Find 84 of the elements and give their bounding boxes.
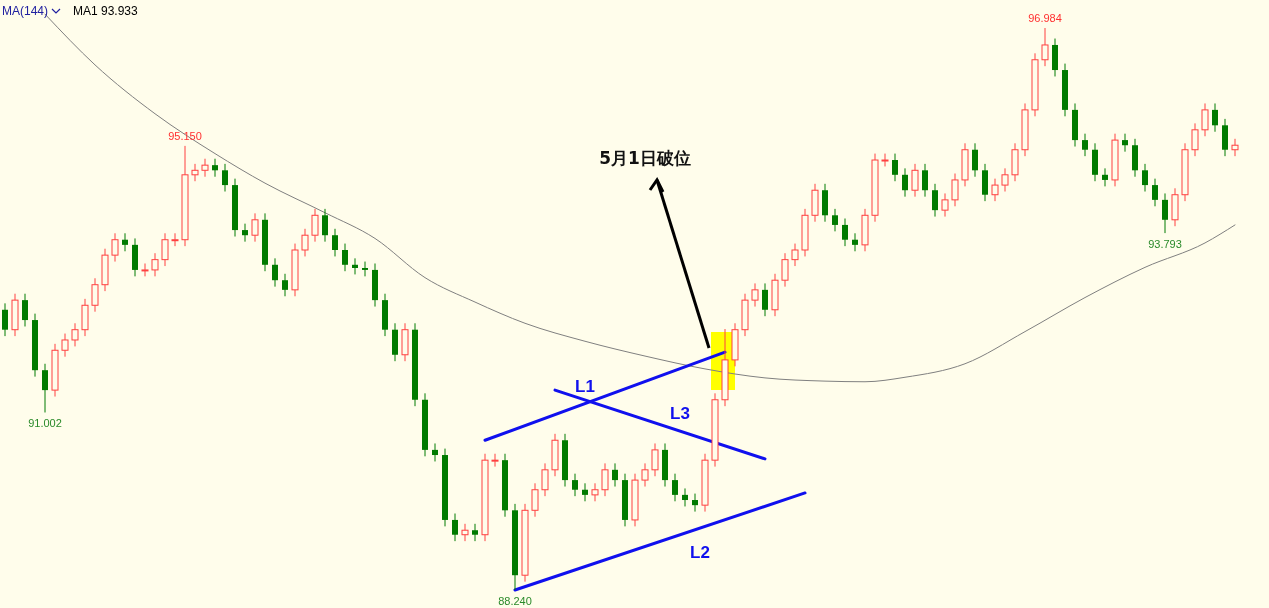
- candlestick: [212, 158, 218, 178]
- candlestick: [751, 282, 759, 308]
- candlestick: [902, 167, 908, 198]
- candlestick: [452, 513, 458, 542]
- candlestick: [461, 523, 469, 542]
- candlestick: [472, 523, 478, 542]
- candlestick: [201, 158, 209, 178]
- series-label: L3: [670, 404, 690, 424]
- candlestick: [881, 153, 889, 167]
- candlestick: [161, 232, 169, 267]
- candlestick: [1191, 122, 1199, 157]
- candlestick: [951, 173, 959, 207]
- candlestick: [1152, 178, 1158, 207]
- candlestick: [1142, 163, 1148, 193]
- candlestick: [1001, 167, 1009, 193]
- candlestick: [582, 482, 588, 502]
- annotation: 93.793: [1148, 238, 1182, 251]
- candlestick: [491, 453, 499, 468]
- annotation: 88.240: [498, 595, 532, 607]
- candlestick: [591, 482, 599, 502]
- candlestick: [641, 462, 649, 488]
- candlestick: [22, 293, 28, 327]
- series-label: L2: [690, 543, 710, 563]
- candlestick: [1122, 133, 1128, 153]
- candlestick: [322, 208, 328, 243]
- candlestick: [432, 442, 438, 462]
- candlestick: [692, 493, 698, 513]
- candlestick: [612, 462, 618, 488]
- candlestick: [352, 257, 358, 275]
- candlestick: [791, 243, 799, 267]
- candlestick: [1201, 102, 1209, 137]
- candlestick: [191, 163, 199, 182]
- candlestick: [122, 232, 128, 252]
- candlestick: [1041, 27, 1049, 67]
- candlestick: [892, 153, 898, 182]
- candlestick: [832, 208, 838, 232]
- candlestick: [1082, 133, 1088, 157]
- candlestick: [1231, 138, 1239, 157]
- text: MA(144): [2, 4, 49, 18]
- candlestick: [71, 322, 79, 347]
- annotation: 95.150: [168, 129, 202, 142]
- candlestick: [272, 257, 278, 288]
- candlestick: [972, 142, 978, 178]
- candlestick: [941, 192, 949, 218]
- candlestick: [781, 252, 789, 288]
- candlestick: [531, 482, 539, 518]
- candlestick: [1212, 102, 1218, 133]
- candlestick: [991, 178, 999, 202]
- candlestick: [242, 223, 248, 243]
- candlestick: [672, 473, 678, 502]
- candlestick: [911, 163, 919, 198]
- candlestick: [1162, 192, 1168, 234]
- candlestick: [61, 333, 69, 358]
- candlestick: [362, 261, 368, 277]
- candlestick: [842, 218, 848, 247]
- annotation: 5月1日破位: [599, 148, 691, 168]
- candlestick: [682, 487, 688, 507]
- candlestick: [1102, 167, 1108, 187]
- candlestick: [91, 277, 99, 313]
- candlestick: [311, 208, 319, 243]
- candlestick: [301, 228, 309, 257]
- candlestick: [922, 163, 928, 198]
- candlestick: [601, 462, 609, 497]
- candlestick: [2, 302, 8, 337]
- candlestick: [111, 232, 119, 263]
- candlestick: [251, 212, 259, 243]
- candlestick: [932, 183, 938, 218]
- candlestick: [151, 252, 159, 277]
- candlestick: [342, 243, 348, 272]
- candlestick: [332, 228, 338, 257]
- candlestick: [141, 262, 149, 277]
- candlestick: [572, 473, 578, 497]
- text: MA1 93.933: [73, 4, 139, 18]
- candlestick: [541, 462, 549, 497]
- candlestick: [42, 363, 48, 413]
- series-label: L1: [575, 376, 595, 396]
- candlestick: [222, 163, 228, 193]
- annotation: 91.002: [28, 417, 62, 430]
- candlestick: [171, 232, 179, 247]
- candlestick: [762, 282, 768, 317]
- candlestick: [852, 232, 858, 252]
- annotation: 96.984: [1028, 12, 1062, 24]
- candlestick: [282, 273, 288, 297]
- candlestick: [651, 442, 659, 477]
